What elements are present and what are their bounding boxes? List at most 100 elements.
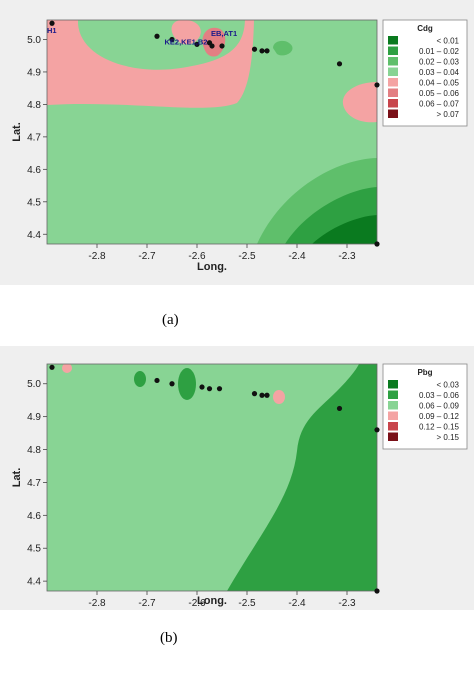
sample-point (374, 241, 380, 247)
sample-point (199, 384, 205, 390)
sample-point (194, 41, 200, 47)
y-tick-label: 4.4 (27, 577, 41, 588)
sample-point (49, 364, 55, 370)
contour-regions (47, 364, 377, 591)
sample-point (251, 391, 258, 397)
legend-swatch (388, 411, 398, 420)
legend-entry: 0.02 – 0.03 (419, 58, 460, 67)
legend-entry: 0.09 – 0.12 (419, 412, 460, 421)
caption-a: (a) (162, 312, 179, 328)
sample-point (374, 427, 380, 433)
x-axis-label: Long. (197, 261, 227, 273)
sample-point (169, 36, 175, 43)
pbg-contour-plot: -2.8 -2.7 -2.6 -2.5 -2.4 -2.3 4.4 4.5 4.6 4.7 4.8 4… (11, 363, 468, 609)
site-label: H1 (47, 26, 57, 35)
legend-entry: > 0.07 (437, 110, 460, 119)
legend-entry: 0.12 – 0.15 (419, 423, 460, 432)
cdg-contour-plot: -2.8 -2.7 -2.6 -2.5 -2.4 -2.3 4.4 4.5 4.6 4.7 4.8 4… (11, 19, 468, 273)
y-tick-label: 4.9 (27, 412, 41, 423)
y-tick-label: 4.6 (27, 511, 41, 522)
sample-point (154, 33, 160, 39)
region-0.09-0.12 (273, 390, 285, 404)
legend-entry: > 0.15 (437, 433, 460, 442)
x-tick-label: -2.3 (338, 598, 356, 609)
x-tick-label: -2.8 (88, 598, 106, 609)
y-tick-label: 4.8 (27, 100, 41, 111)
y-tick-label: 5.0 (27, 379, 41, 390)
sample-point (209, 43, 215, 49)
chart-panel-cdg: -2.8 -2.7 -2.6 -2.5 -2.4 -2.3 4.4 4.5 4.6 4.7 4.8 4… (0, 0, 474, 285)
sample-point (169, 381, 175, 387)
x-tick-label: -2.4 (288, 598, 306, 609)
x-tick-label: -2.3 (338, 251, 356, 262)
sample-point (264, 392, 270, 398)
plot-frame (46, 363, 378, 592)
legend-entry: < 0.03 (437, 381, 460, 390)
region-0.04-0.05 (171, 20, 201, 45)
region-0.05-0.06 (202, 27, 226, 57)
legend-entry: 0.06 – 0.07 (419, 100, 460, 109)
region-lt-0.01 (312, 215, 377, 244)
contour-regions (47, 20, 377, 244)
legend-entry: 0.03 – 0.06 (419, 391, 460, 400)
y-tick-label: 4.9 (27, 67, 41, 78)
sample-point (49, 20, 55, 26)
region-0.03-0.06 (178, 368, 196, 400)
sample-point (251, 46, 258, 52)
x-tick-label: -2.4 (288, 251, 306, 262)
x-axis-label: Long. (197, 595, 227, 607)
sample-point (336, 405, 343, 412)
region-0.03-0.06 (134, 371, 146, 387)
sample-point (154, 377, 160, 384)
sample-point (374, 82, 380, 88)
y-tick-label: 4.6 (27, 165, 41, 176)
caption-b: (b) (160, 630, 178, 646)
sample-point (259, 392, 265, 398)
legend-swatch (388, 57, 398, 66)
legend-entry: 0.04 – 0.05 (419, 79, 460, 88)
legend-swatch (388, 109, 398, 118)
legend-swatch (388, 78, 398, 87)
y-tick-label: 4.7 (27, 478, 41, 489)
legend-entry: 0.01 – 0.02 (419, 47, 460, 56)
region-0.09-0.12 (62, 364, 72, 373)
sample-point (264, 48, 270, 54)
sample-point (206, 386, 213, 392)
site-label: KE2,KE1,B2 (165, 37, 208, 46)
legend-swatch (388, 67, 398, 76)
legend-title: Pbg (417, 368, 432, 377)
legend-entry: 0.03 – 0.04 (419, 68, 460, 77)
legend-entry: < 0.01 (437, 37, 460, 46)
sample-point (259, 48, 265, 54)
legend-swatch (388, 46, 398, 55)
legend-swatch (388, 380, 398, 389)
chart-panel-pbg: -2.8 -2.7 -2.6 -2.5 -2.4 -2.3 4.4 4.5 4.6 4.7 4.8 4… (0, 346, 474, 610)
x-tick-label: -2.8 (88, 251, 106, 262)
sample-point (374, 588, 380, 594)
region-0.03-0.06 (227, 364, 377, 591)
legend-swatch (388, 432, 398, 441)
sample-point (216, 386, 223, 392)
legend-swatch (388, 401, 398, 410)
x-tick-label: -2.5 (238, 598, 256, 609)
legend-swatch (388, 390, 398, 399)
region-0.02-0.03 (273, 40, 293, 56)
legend-swatch (388, 36, 398, 45)
region-0.04-0.05 (47, 20, 254, 108)
y-tick-label: 4.4 (27, 230, 41, 241)
x-tick-label: -2.5 (238, 251, 256, 262)
y-tick-label: 4.5 (27, 197, 41, 208)
x-tick-label: -2.6 (188, 251, 206, 262)
plot-frame (46, 19, 378, 245)
y-axis-label: Lat. (11, 122, 23, 142)
legend-title: Cdg (417, 24, 433, 33)
x-tick-label: -2.7 (138, 251, 156, 262)
legend-swatch (388, 99, 398, 108)
x-tick-label: -2.6 (188, 598, 206, 609)
region-0.04-0.05 (342, 82, 377, 123)
sample-point (219, 43, 225, 49)
site-label: EB,AT1 (211, 29, 237, 38)
y-tick-label: 4.8 (27, 445, 41, 456)
sample-point (336, 61, 343, 67)
y-axis-label: Lat. (11, 468, 23, 488)
